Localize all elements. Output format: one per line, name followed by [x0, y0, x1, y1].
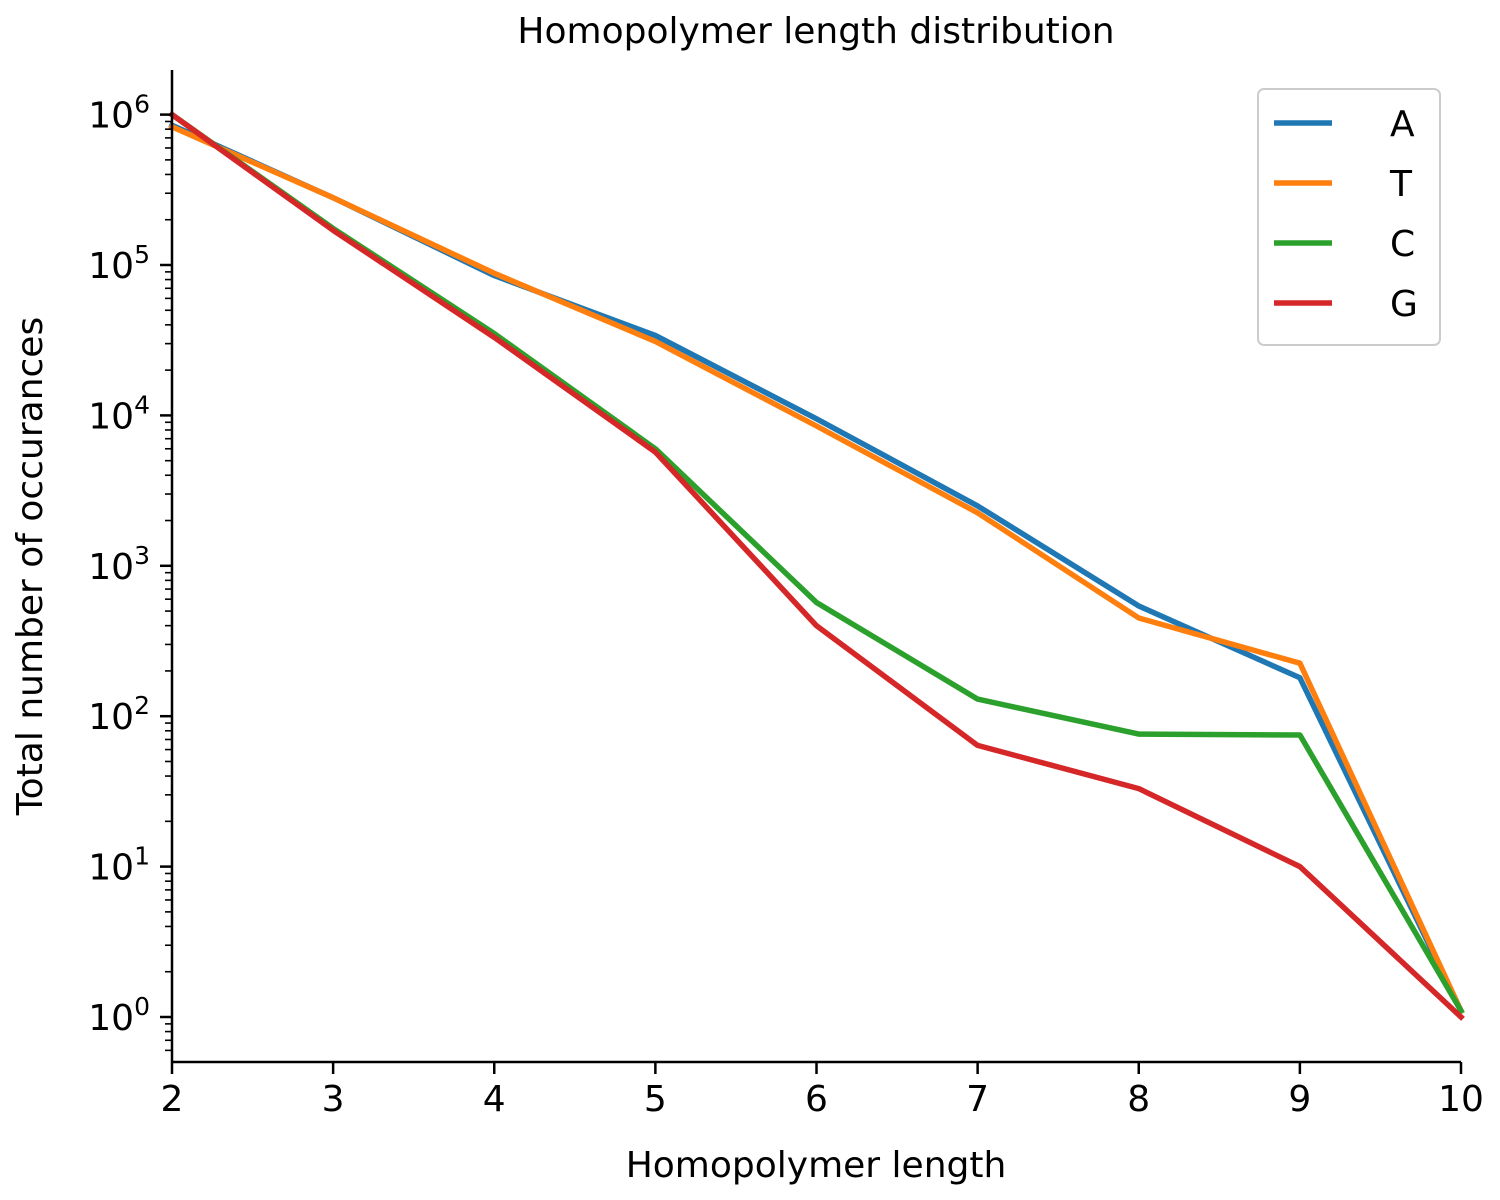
x-axis-ticks: 2 3 4 5 6 7 8 9 10	[161, 1062, 1484, 1120]
y-tick-label: 102	[88, 691, 150, 738]
x-tick-label: 4	[483, 1079, 506, 1120]
x-tick-label: 8	[1127, 1079, 1150, 1120]
legend-box	[1257, 88, 1441, 346]
y-axis-title: Total number of occurances	[10, 317, 51, 816]
x-axis-title: Homopolymer length	[626, 1145, 1007, 1186]
y-tick-label: 106	[88, 90, 150, 137]
x-tick-label: 3	[322, 1079, 345, 1120]
legend-label-A: A	[1390, 104, 1415, 145]
y-axis-ticks: 100 101 102 103 104 105 106	[88, 90, 172, 1052]
y-tick-label: 105	[88, 240, 150, 287]
y-tick-label: 101	[88, 842, 150, 889]
series-line-T	[168, 123, 1465, 1015]
x-tick-label: 9	[1288, 1079, 1311, 1120]
y-tick-label: 103	[88, 541, 150, 588]
x-tick-label: 6	[805, 1079, 828, 1120]
series-line-G	[168, 110, 1465, 1021]
y-tick-label: 100	[88, 992, 150, 1039]
y-tick-label: 104	[88, 390, 150, 437]
chart-title: Homopolymer length distribution	[517, 11, 1114, 52]
plot-lines	[168, 110, 1465, 1021]
x-tick-label: 7	[966, 1079, 989, 1120]
legend-label-T: T	[1389, 164, 1413, 205]
legend-label-C: C	[1390, 224, 1415, 265]
x-tick-label: 10	[1438, 1079, 1484, 1120]
legend-label-G: G	[1390, 284, 1418, 325]
x-tick-label: 2	[161, 1079, 184, 1120]
x-tick-label: 5	[644, 1079, 667, 1120]
